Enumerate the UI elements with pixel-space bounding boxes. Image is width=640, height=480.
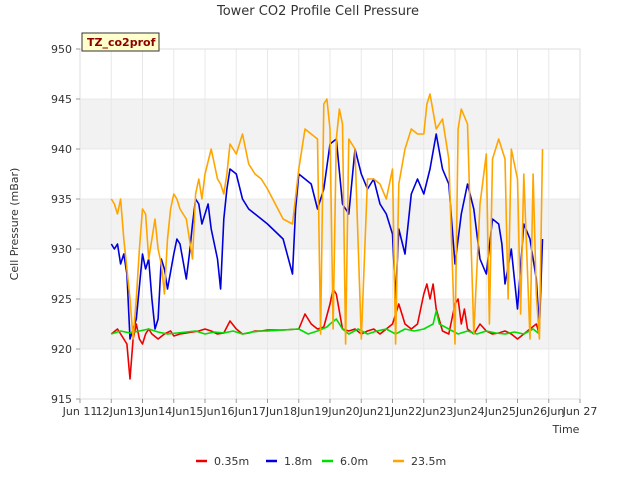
y-axis: 915 920 925 930 935 940 945 950 <box>51 43 80 406</box>
y-tick-label: 925 <box>51 293 72 306</box>
legend-label: 23.5m <box>411 455 446 468</box>
legend-label: 6.0m <box>340 455 368 468</box>
chart-title: Tower CO2 Profile Cell Pressure <box>216 4 419 19</box>
legend-label: 1.8m <box>284 455 312 468</box>
x-tick-label: 21Jun <box>377 405 408 418</box>
x-tick-label: 26Jun <box>533 405 564 418</box>
y-tick-label: 945 <box>51 93 72 106</box>
x-tick-label: 22Jun <box>408 405 439 418</box>
x-tick-label: 12Jun <box>96 405 127 418</box>
x-tick-label: 24Jun <box>471 405 502 418</box>
y-tick-label: 950 <box>51 43 72 56</box>
y-tick-label: 935 <box>51 193 72 206</box>
x-tick-label: 18Jun <box>283 405 314 418</box>
site-tag-box <box>81 32 160 52</box>
y-tick-label: 930 <box>51 243 72 256</box>
x-tick-label: 23Jun <box>439 405 470 418</box>
x-axis-title: Time <box>552 423 580 436</box>
series-line-6.0m <box>111 310 540 335</box>
site-tag: TZ_co2prof <box>81 32 160 52</box>
x-tick-label: Jun 11 <box>62 405 98 418</box>
x-tick-label: 25Jun <box>502 405 533 418</box>
series-line-23.5m <box>110 93 544 345</box>
x-tick-label: Jun 27 <box>562 405 598 418</box>
x-tick-label: 15Jun <box>189 405 220 418</box>
series-line-1.8m <box>110 133 544 340</box>
y-tick-label: 915 <box>51 393 72 406</box>
y-tick-label: 920 <box>51 343 72 356</box>
legend: 0.35m 1.8m 6.0m 23.5m <box>196 455 446 468</box>
x-tick-label: 19Jun <box>314 405 345 418</box>
x-tick-label: 16Jun <box>221 405 252 418</box>
site-tag-label: TZ_co2prof <box>87 36 156 49</box>
series-layer <box>110 93 544 380</box>
y-axis-title: Cell Pressure (mBar) <box>8 168 21 281</box>
x-tick-label: 13Jun <box>127 405 158 418</box>
legend-label: 0.35m <box>214 455 249 468</box>
x-tick-label: 17Jun <box>252 405 283 418</box>
plot-area <box>79 48 581 400</box>
x-tick-label: 20Jun <box>346 405 377 418</box>
x-tick-label: 14Jun <box>158 405 189 418</box>
y-tick-label: 940 <box>51 143 72 156</box>
